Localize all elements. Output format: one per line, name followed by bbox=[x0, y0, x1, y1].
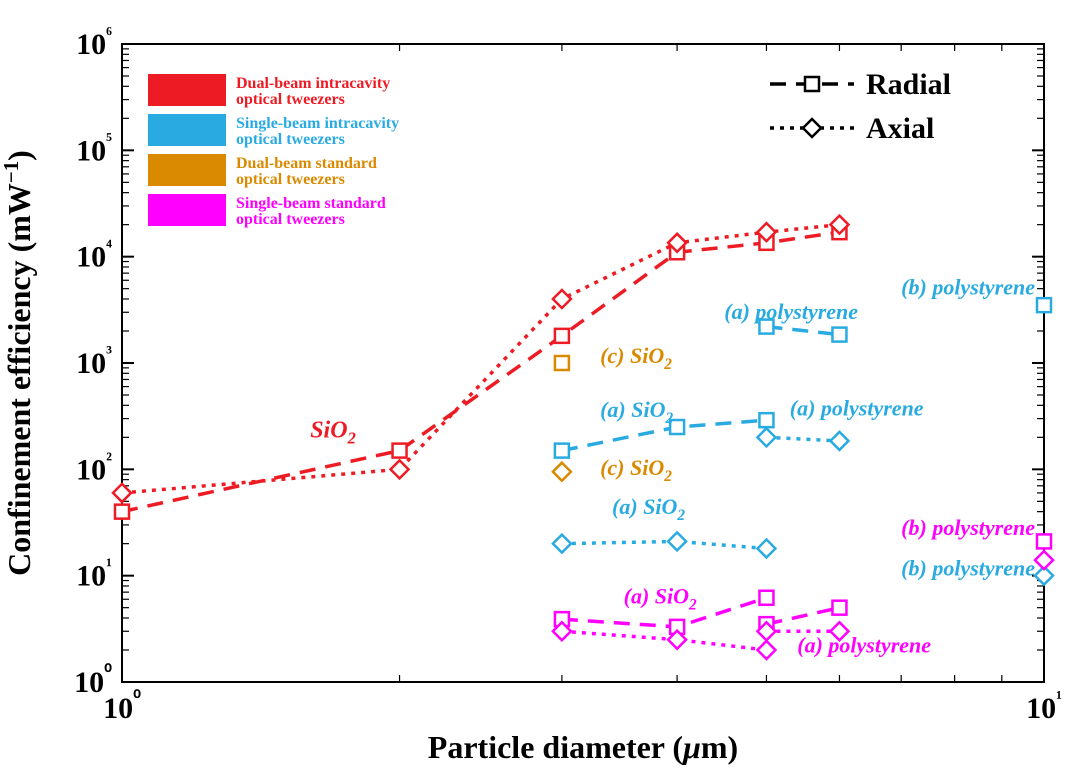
marker-square bbox=[555, 356, 569, 370]
marker-square bbox=[1037, 534, 1051, 548]
y-tick-label: 10¹ bbox=[76, 556, 112, 593]
marker-square bbox=[832, 601, 846, 615]
marker-diamond bbox=[391, 460, 409, 478]
marker-square bbox=[1037, 298, 1051, 312]
legend-swatch bbox=[148, 114, 226, 146]
series-line bbox=[766, 608, 839, 624]
legend-label: Dual-beam intracavity bbox=[236, 75, 390, 92]
series-line bbox=[766, 327, 839, 335]
marker-square bbox=[759, 591, 773, 605]
marker-square bbox=[393, 444, 407, 458]
series-line bbox=[562, 631, 767, 650]
annotation: (b) polystyrene bbox=[901, 556, 1035, 581]
legend-label: optical tweezers bbox=[236, 131, 345, 148]
y-tick-label: 10² bbox=[76, 449, 112, 486]
legend-marker-label: Axial bbox=[866, 112, 934, 145]
annotation: (c) SiO2 bbox=[600, 343, 672, 373]
annotation: (b) polystyrene bbox=[901, 275, 1035, 300]
marker-square bbox=[832, 328, 846, 342]
chart-svg: 10⁰10¹Particle diameter (μm)10⁰10¹10²10³… bbox=[0, 0, 1080, 784]
annotation: (a) SiO2 bbox=[600, 397, 673, 427]
y-tick-label: 10⁶ bbox=[76, 24, 112, 61]
legend-swatch bbox=[148, 154, 226, 186]
marker-square bbox=[555, 444, 569, 458]
annotation: (c) SiO2 bbox=[600, 455, 672, 485]
series-line bbox=[122, 225, 839, 493]
annotation: (a) polystyrene bbox=[797, 632, 931, 657]
marker-diamond bbox=[553, 290, 571, 308]
marker-square bbox=[759, 413, 773, 427]
marker-square bbox=[805, 77, 819, 91]
x-tick-label: 10¹ bbox=[1026, 688, 1062, 725]
legend-label: optical tweezers bbox=[236, 211, 345, 228]
marker-square bbox=[115, 505, 129, 519]
marker-diamond bbox=[553, 535, 571, 553]
annotation: SiO2 bbox=[310, 417, 356, 447]
legend-swatch bbox=[148, 194, 226, 226]
marker-diamond bbox=[113, 484, 131, 502]
annotation: (a) SiO2 bbox=[612, 494, 685, 524]
series-line bbox=[122, 232, 839, 511]
legend-label: optical tweezers bbox=[236, 91, 345, 108]
marker-diamond bbox=[1035, 551, 1053, 569]
legend-marker-label: Radial bbox=[866, 68, 951, 101]
marker-square bbox=[555, 329, 569, 343]
marker-diamond bbox=[757, 428, 775, 446]
legend-label: Single-beam intracavity bbox=[236, 115, 399, 132]
y-tick-label: 10⁴ bbox=[76, 237, 112, 274]
marker-diamond bbox=[803, 119, 821, 137]
series-line bbox=[562, 420, 767, 450]
marker-diamond bbox=[830, 432, 848, 450]
y-tick-label: 10³ bbox=[76, 343, 112, 380]
marker-diamond bbox=[553, 463, 571, 481]
series-line bbox=[562, 541, 767, 548]
x-tick-label: 10⁰ bbox=[103, 688, 141, 725]
legend-swatch bbox=[148, 74, 226, 106]
y-axis-label: Confinement efficiency (mW−1) bbox=[0, 150, 37, 576]
legend-label: Dual-beam standard bbox=[236, 155, 377, 172]
chart-container: 10⁰10¹Particle diameter (μm)10⁰10¹10²10³… bbox=[0, 0, 1080, 784]
annotation: (a) polystyrene bbox=[790, 396, 924, 421]
y-tick-label: 10⁵ bbox=[76, 130, 112, 167]
annotation: (b) polystyrene bbox=[901, 515, 1035, 540]
series-line bbox=[766, 437, 839, 441]
x-axis-label: Particle diameter (μm) bbox=[428, 729, 738, 765]
annotation: (a) SiO2 bbox=[624, 583, 697, 613]
annotation: (a) polystyrene bbox=[724, 299, 858, 324]
marker-diamond bbox=[757, 540, 775, 558]
legend-label: optical tweezers bbox=[236, 171, 345, 188]
marker-diamond bbox=[757, 641, 775, 659]
legend-label: Single-beam standard bbox=[236, 195, 386, 212]
marker-diamond bbox=[668, 532, 686, 550]
